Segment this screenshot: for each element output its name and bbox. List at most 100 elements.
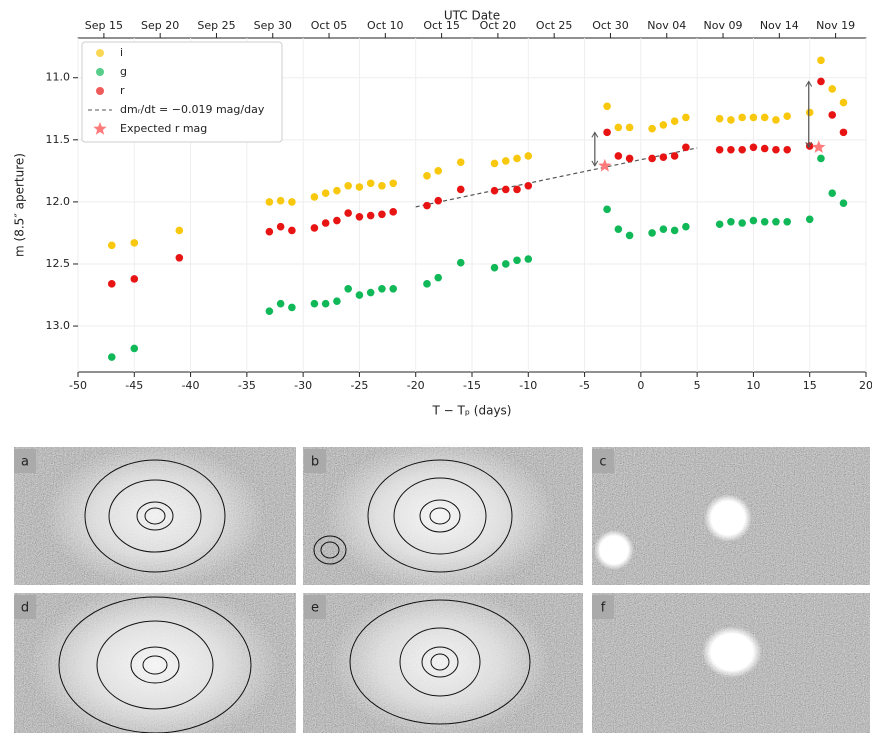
data-point [750, 217, 758, 225]
legend-label: dmᵣ/dt = −0.019 mag/day [120, 103, 265, 116]
panel: d [14, 585, 296, 733]
data-point [277, 223, 285, 231]
x-tick-label: -35 [238, 379, 256, 392]
data-point [682, 114, 690, 122]
x-axis-label: T − Tₚ (days) [432, 404, 512, 418]
panel: e [303, 587, 583, 733]
data-point [176, 227, 184, 235]
y-tick-label: 11.5 [46, 133, 71, 146]
panel: f [592, 593, 870, 733]
data-point [176, 254, 184, 262]
data-point [130, 239, 138, 247]
panel-label: d [21, 601, 29, 616]
data-point [344, 285, 352, 293]
y-tick-label: 13.0 [46, 319, 71, 332]
data-point [356, 183, 364, 191]
data-point [817, 155, 825, 163]
x-tick-label: -45 [125, 379, 143, 392]
x2-tick-label: Oct 25 [536, 19, 573, 32]
x-tick-label: 10 [746, 379, 760, 392]
data-point [423, 172, 431, 180]
data-point [648, 125, 656, 133]
data-point [344, 182, 352, 190]
data-point [266, 198, 274, 206]
x2-tick-label: Sep 20 [141, 19, 179, 32]
data-point [513, 256, 521, 264]
x-tick-label: 15 [803, 379, 817, 392]
data-point [513, 155, 521, 163]
panel-label: a [21, 455, 29, 470]
data-point [761, 218, 769, 226]
data-point [615, 225, 623, 233]
data-point [761, 145, 769, 153]
data-point [311, 193, 319, 201]
panel: c [592, 447, 870, 585]
data-point [716, 115, 724, 123]
data-point [311, 300, 319, 308]
expected-star [812, 140, 825, 153]
data-point [671, 227, 679, 235]
data-point [502, 157, 510, 165]
data-point [671, 117, 679, 125]
data-point [277, 197, 285, 205]
data-point [738, 114, 746, 122]
x-tick-label: -20 [407, 379, 425, 392]
data-point [772, 146, 780, 154]
data-point [524, 255, 532, 263]
data-point [660, 153, 668, 161]
data-point [682, 223, 690, 231]
data-point [671, 152, 679, 160]
data-point [750, 114, 758, 122]
image-panels: a b c d e [14, 441, 870, 733]
data-point [434, 167, 442, 175]
data-point [626, 124, 634, 132]
x-tick-label: -5 [579, 379, 590, 392]
legend-marker [96, 68, 104, 76]
data-point [828, 189, 836, 197]
data-point [502, 186, 510, 194]
data-point [750, 143, 758, 151]
data-point [783, 146, 791, 154]
data-point [660, 225, 668, 233]
data-point [288, 227, 296, 235]
data-point [603, 102, 611, 110]
panel: b [303, 441, 583, 591]
data-point [333, 297, 341, 305]
data-point [389, 285, 397, 293]
data-point [266, 228, 274, 236]
x2-tick-label: Nov 09 [704, 19, 743, 32]
data-point [491, 264, 499, 272]
data-point [828, 111, 836, 119]
legend-label: r [120, 84, 125, 97]
data-point [648, 229, 656, 237]
data-point [615, 124, 623, 132]
x2-tick-label: Nov 04 [647, 19, 686, 32]
data-point [266, 307, 274, 315]
data-point [783, 112, 791, 120]
x2-tick-label: Oct 10 [367, 19, 404, 32]
data-point [727, 146, 735, 154]
legend-label: g [120, 65, 127, 78]
data-point [603, 129, 611, 137]
data-point [828, 85, 836, 93]
x2-tick-label: Oct 15 [423, 19, 460, 32]
x2-tick-label: Nov 14 [760, 19, 799, 32]
data-point [783, 218, 791, 226]
data-point [130, 345, 138, 353]
data-point [716, 220, 724, 228]
data-point [660, 121, 668, 129]
data-point [457, 158, 465, 166]
y-tick-label: 11.0 [46, 71, 71, 84]
data-point [378, 211, 386, 219]
data-point [356, 213, 364, 221]
x2-tick-label: Oct 20 [480, 19, 517, 32]
data-point [322, 219, 330, 227]
data-point [367, 179, 375, 187]
x-tick-label: -15 [463, 379, 481, 392]
expected-star [598, 159, 611, 172]
data-point [806, 109, 814, 117]
data-point [772, 218, 780, 226]
data-point [513, 186, 521, 194]
data-point [738, 146, 746, 154]
legend-label: Expected r mag [120, 122, 207, 135]
